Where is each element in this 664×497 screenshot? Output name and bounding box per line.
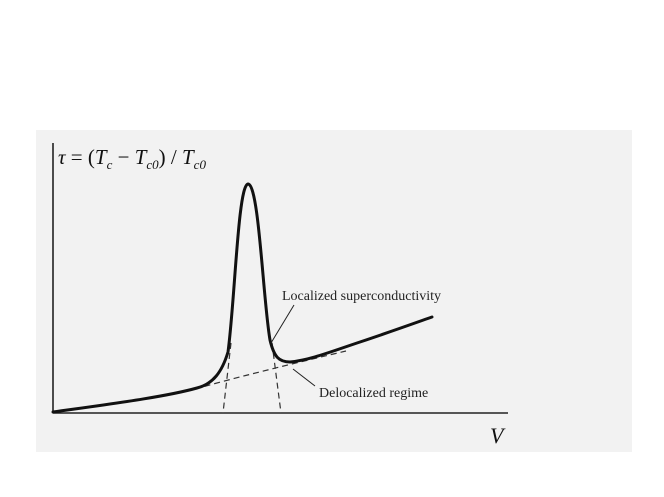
delocalized-annotation-leader [292, 368, 316, 387]
formula-tc0-denominator-subscript: c0 [194, 157, 207, 172]
delocalized-baseline-dashed [194, 350, 347, 390]
peak-right-extrapolation-dashed [271, 342, 282, 414]
figure-panel-background [36, 130, 632, 452]
formula-tc: T [95, 145, 108, 169]
peak-left-extrapolation-dashed [222, 342, 232, 414]
transition-temperature-curve [51, 182, 434, 414]
y-axis-label: τ = (Tc − Tc0) / Tc0 [58, 145, 206, 172]
formula-tc0-subscript: c0 [146, 157, 159, 172]
formula-tc0: T [135, 145, 148, 169]
formula-minus: − [112, 145, 134, 169]
tau-symbol: τ [58, 145, 67, 169]
formula-equals: = ( [66, 145, 95, 169]
delocalized-annotation-label: Delocalized regime [319, 386, 428, 401]
localized-annotation-leader [270, 304, 295, 344]
formula-tc0-denominator: T [182, 145, 195, 169]
formula-tc-subscript: c [107, 157, 113, 172]
localized-annotation-label: Localized superconductivity [282, 289, 441, 304]
formula-close-divide: ) / [159, 145, 182, 169]
x-axis-label: V [490, 423, 506, 448]
